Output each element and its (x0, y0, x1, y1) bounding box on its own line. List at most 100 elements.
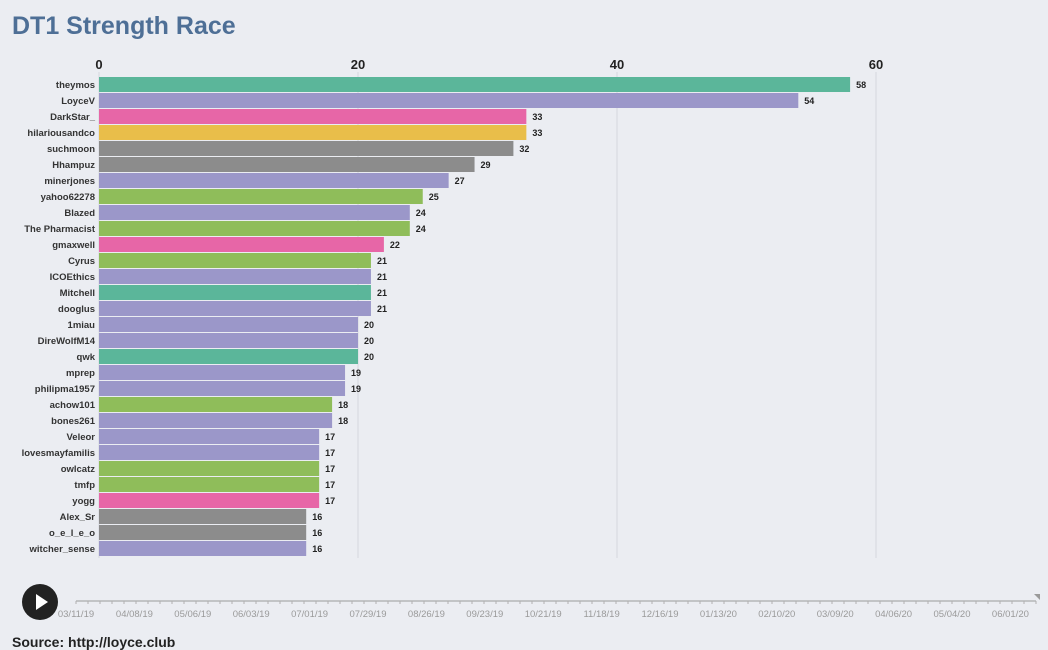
timeline-label: 12/16/19 (642, 609, 679, 620)
value-label: 19 (351, 384, 361, 394)
bar (99, 221, 410, 236)
value-label: 24 (416, 208, 426, 218)
timeline-end-marker (1034, 594, 1040, 600)
play-icon (36, 594, 48, 610)
category-label: 1miau (68, 320, 96, 331)
category-label: o_e_l_e_o (49, 528, 95, 539)
bar (99, 349, 358, 364)
category-label: DarkStar_ (50, 112, 96, 123)
value-label: 18 (338, 400, 348, 410)
category-label: Mitchell (60, 288, 95, 299)
bar (99, 477, 320, 492)
category-label: DireWolfM14 (38, 336, 96, 347)
bar (99, 381, 346, 396)
timeline-label: 11/18/19 (583, 609, 619, 620)
timeline-label: 04/06/20 (875, 609, 912, 620)
category-label: owlcatz (61, 464, 96, 475)
category-label: The Pharmacist (24, 224, 96, 235)
value-label: 25 (429, 192, 439, 202)
bar (99, 493, 320, 508)
category-label: gmaxwell (52, 240, 95, 251)
category-label: dooglus (58, 304, 95, 315)
value-label: 21 (377, 272, 387, 282)
value-label: 33 (532, 112, 542, 122)
timeline-label: 07/29/19 (350, 609, 387, 620)
value-label: 16 (312, 544, 322, 554)
timeline-label: 01/13/20 (700, 609, 737, 620)
category-label: bones261 (51, 416, 96, 427)
value-label: 19 (351, 368, 361, 378)
bar (99, 525, 307, 540)
timeline-label: 03/09/20 (817, 609, 854, 620)
chart-title: DT1 Strength Race (12, 12, 236, 40)
bar (99, 445, 320, 460)
category-label: Veleor (66, 432, 95, 443)
bar (99, 541, 307, 556)
category-label: lovesmayfamilis (22, 448, 95, 459)
category-label: theymos (56, 80, 95, 91)
value-label: 17 (325, 448, 335, 458)
bar (99, 397, 333, 412)
category-label: Hhampuz (52, 160, 95, 171)
bar (99, 285, 371, 300)
value-label: 21 (377, 256, 387, 266)
bar (99, 157, 475, 172)
bar (99, 509, 307, 524)
value-label: 17 (325, 432, 335, 442)
bar (99, 141, 514, 156)
value-label: 24 (416, 224, 426, 234)
value-label: 33 (532, 128, 542, 138)
category-label: ICOEthics (50, 272, 95, 283)
value-label: 16 (312, 528, 322, 538)
category-label: achow101 (50, 400, 96, 411)
x-tick-label: 40 (610, 57, 624, 72)
timeline-label: 09/23/19 (466, 609, 503, 620)
bar (99, 253, 371, 268)
value-label: 17 (325, 464, 335, 474)
category-label: witcher_sense (29, 544, 95, 555)
value-label: 18 (338, 416, 348, 426)
timeline-label: 03/11/19 (58, 609, 94, 620)
category-label: yahoo62278 (41, 192, 95, 203)
category-label: mprep (66, 368, 95, 379)
bar (99, 301, 371, 316)
value-label: 27 (455, 176, 465, 186)
bar (99, 237, 384, 252)
bar (99, 317, 358, 332)
value-label: 20 (364, 320, 374, 330)
timeline-label: 04/08/19 (116, 609, 153, 620)
value-label: 17 (325, 496, 335, 506)
category-label: philipma1957 (35, 384, 95, 395)
x-tick-label: 20 (351, 57, 365, 72)
value-label: 16 (312, 512, 322, 522)
category-label: hilariousandco (27, 128, 95, 139)
category-label: yogg (72, 496, 95, 507)
bar (99, 109, 527, 124)
category-label: LoyceV (61, 96, 95, 107)
bar (99, 77, 851, 92)
timeline-label: 10/21/19 (525, 609, 562, 620)
timeline-label: 08/26/19 (408, 609, 445, 620)
category-label: suchmoon (47, 144, 95, 155)
category-label: qwk (77, 352, 96, 363)
play-button[interactable] (22, 584, 58, 620)
category-label: tmfp (74, 480, 95, 491)
category-label: Blazed (64, 208, 95, 219)
bar (99, 93, 799, 108)
value-label: 58 (856, 80, 866, 90)
value-label: 29 (481, 160, 491, 170)
bar (99, 461, 320, 476)
x-tick-label: 0 (95, 57, 102, 72)
bar (99, 189, 423, 204)
bar (99, 429, 320, 444)
timeline-label: 02/10/20 (758, 609, 795, 620)
category-label: minerjones (44, 176, 95, 187)
category-label: Cyrus (68, 256, 95, 267)
timeline-label: 06/03/19 (233, 609, 270, 620)
timeline-label: 05/04/20 (934, 609, 971, 620)
value-label: 54 (804, 96, 814, 106)
timeline-label: 06/01/20 (992, 609, 1029, 620)
timeline-label: 07/01/19 (291, 609, 328, 620)
bar (99, 173, 449, 188)
